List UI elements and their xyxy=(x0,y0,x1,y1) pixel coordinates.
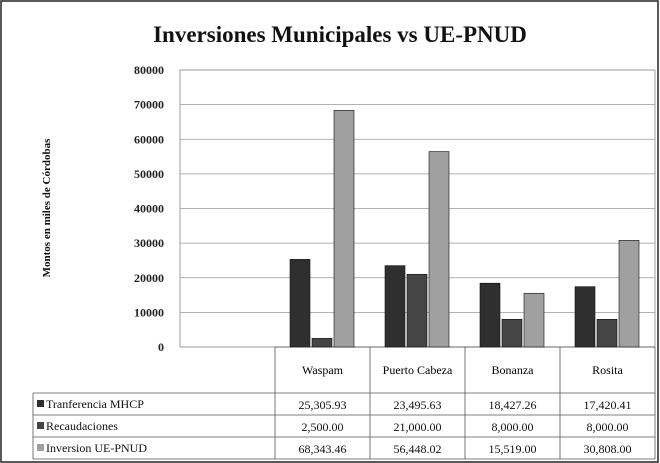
data-label: 30,808.00 xyxy=(584,442,632,456)
x-tick-label-box: Waspam xyxy=(301,362,344,377)
y-tick-label: 60000 xyxy=(134,132,164,146)
bar xyxy=(289,259,311,348)
bar xyxy=(428,151,450,348)
bar xyxy=(501,318,523,348)
y-tick-label: 50000 xyxy=(134,167,164,181)
y-tick-label: 40000 xyxy=(134,202,164,216)
data-label: 25,305.93 xyxy=(299,398,347,412)
chart-title: Inversiones Municipales vs UE-PNUD xyxy=(153,22,527,47)
y-tick-label: 30000 xyxy=(134,236,164,250)
x-tick-label: Waspam xyxy=(301,362,344,377)
bar xyxy=(333,110,355,348)
x-tick-label: Bonanza xyxy=(491,362,534,377)
bar xyxy=(406,273,428,348)
data-label: 15,519.00 xyxy=(489,442,537,456)
bar xyxy=(523,292,545,348)
y-tick-label: 0 xyxy=(158,340,164,354)
data-label: 8,000.00 xyxy=(492,420,534,434)
x-tick-label-box: Bonanza xyxy=(491,362,534,377)
data-label: 23,495.63 xyxy=(394,398,442,412)
legend-swatch xyxy=(37,444,44,451)
y-tick-label: 80000 xyxy=(134,63,164,77)
bar xyxy=(311,338,333,348)
legend-swatch xyxy=(37,422,44,429)
x-tick-label-box: Puerto Cabeza xyxy=(382,362,453,377)
y-tick-label: 70000 xyxy=(134,98,164,112)
y-tick-label: 20000 xyxy=(134,271,164,285)
data-label: 2,500.00 xyxy=(302,420,344,434)
bar xyxy=(618,240,640,348)
legend-label: Recaudaciones xyxy=(46,419,118,433)
x-tick-label-box: Rosita xyxy=(592,362,623,377)
x-tick-label: Puerto Cabeza xyxy=(382,362,453,377)
legend-label: Inversion UE-PNUD xyxy=(46,441,147,455)
data-label: 68,343.46 xyxy=(299,442,347,456)
bar xyxy=(574,286,596,348)
legend-label: Tranferencia MHCP xyxy=(46,397,144,411)
bar xyxy=(596,318,618,348)
bar xyxy=(479,282,501,348)
x-tick-label: Rosita xyxy=(592,362,623,377)
data-label: 56,448.02 xyxy=(394,442,442,456)
data-label: 8,000.00 xyxy=(587,420,629,434)
y-axis-label: Montos en miles de Córdobas xyxy=(41,138,53,277)
data-label: 21,000.00 xyxy=(394,420,442,434)
bar xyxy=(384,265,406,348)
data-label: 18,427.26 xyxy=(489,398,537,412)
legend-swatch xyxy=(37,400,44,407)
data-label: 17,420.41 xyxy=(584,398,632,412)
y-tick-label: 10000 xyxy=(134,305,164,319)
